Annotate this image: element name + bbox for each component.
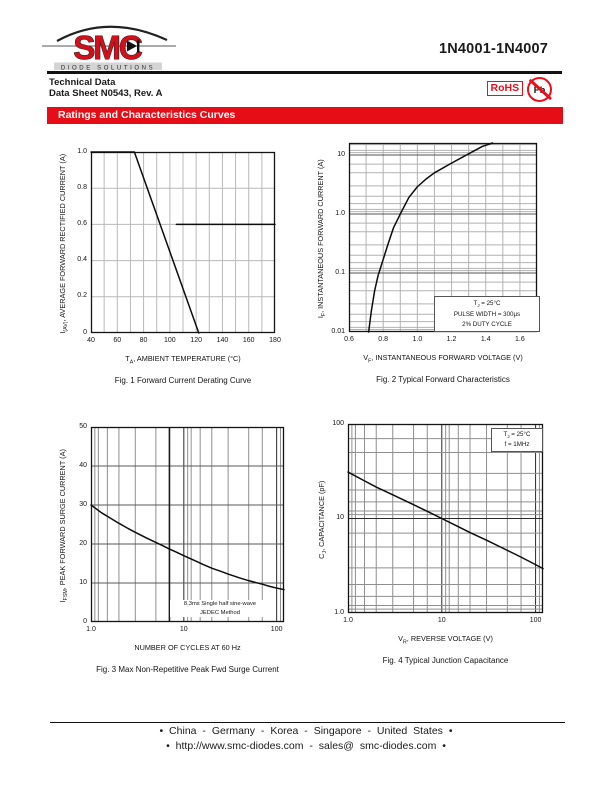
- x-tick-label: 60: [113, 337, 122, 344]
- x-axis-title: VF, INSTANTANEOUS FORWARD VOLTAGE (V): [363, 353, 523, 365]
- x-tick-label: 100: [270, 626, 283, 633]
- y-axis-title: CJ, CAPACITANCE (pF): [316, 480, 328, 559]
- typical-forward-characteristic: [367, 142, 494, 333]
- footer-rule: [50, 722, 565, 724]
- y-tick-label: 10: [337, 150, 345, 158]
- diode-symbol-icon: [127, 39, 140, 53]
- y-tick-label: 10: [336, 514, 344, 521]
- y-tick-label: 0.8: [77, 183, 87, 191]
- y-tick-label: 100: [332, 419, 344, 427]
- footer-contact: • http://www.smc-diodes.com - sales@ smc…: [166, 740, 446, 752]
- typical-junction-capacitance: [347, 471, 544, 570]
- doc-reference: Data Sheet N0543, Rev. A: [49, 88, 163, 99]
- x-tick-label: 0.8: [378, 336, 389, 343]
- x-axis-title: VR, REVERSE VOLTAGE (V): [398, 634, 493, 646]
- x-axis-title: TA, AMBIENT TEMPERATURE (°C): [125, 354, 241, 366]
- forward-current-derating-curve: [90, 151, 200, 334]
- x-tick-label: 80: [139, 337, 148, 344]
- x-tick-label: 10: [437, 617, 446, 624]
- x-tick-label: 160: [242, 337, 255, 344]
- x-tick-label: 40: [87, 337, 95, 344]
- y-tick-label: 0: [83, 617, 87, 625]
- fig3-plot-area: [90, 426, 285, 623]
- x-tick-label: 10: [179, 626, 188, 633]
- x-tick-label: 140: [216, 337, 229, 344]
- y-tick-label: 0: [83, 328, 87, 336]
- x-tick-label: 1.0: [412, 336, 423, 343]
- note-line: 2% DUTY CYCLE: [462, 320, 512, 328]
- note-line: TJ = 25°C: [473, 300, 501, 309]
- footer-locations: • China - Germany - Korea - Singapore - …: [159, 725, 453, 737]
- note-line: TJ = 25°C: [503, 431, 531, 440]
- rohs-badge: RoHS: [487, 81, 523, 96]
- y-tick-label: 10: [79, 578, 87, 586]
- figure-caption: Fig. 4 Typical Junction Capacitance: [382, 656, 509, 665]
- note-line: PULSE WIDTH = 300µs: [453, 311, 521, 319]
- x-tick-label: 100: [164, 337, 176, 344]
- y-tick-label: 30: [79, 500, 87, 508]
- fig3-jedec-method-note: 8.3ms Single half sine-wave JEDEC Method: [170, 600, 270, 618]
- plot-border: [90, 151, 276, 334]
- plot-border: [347, 423, 544, 614]
- note-line: JEDEC Method: [200, 609, 240, 616]
- y-tick-label: 1.0: [77, 147, 87, 155]
- figure-caption: Fig. 3 Max Non-Repetitive Peak Fwd Surge…: [96, 665, 279, 674]
- x-tick-label: 1.4: [480, 336, 491, 343]
- fig4-test-conditions-note: TJ = 25°C f = 1MHz: [491, 428, 543, 453]
- header-rule: [47, 71, 562, 74]
- figure-caption: Fig. 2 Typical Forward Characteristics: [376, 375, 510, 384]
- note-line: 8.3ms Single half sine-wave: [183, 601, 257, 607]
- y-tick-label: 1.0: [335, 209, 345, 217]
- logo-tagline-band: [54, 62, 162, 70]
- y-tick-label: 40: [79, 461, 87, 469]
- fig4-plot-area: [347, 423, 544, 614]
- y-tick-label: 0.2: [77, 292, 87, 300]
- y-tick-label: 0.4: [77, 256, 87, 264]
- y-tick-label: 0.1: [335, 268, 345, 276]
- y-tick-label: 0.01: [331, 327, 345, 335]
- pb-free-icon: Pb: [527, 77, 552, 102]
- peak-forward-surge-current: [90, 504, 285, 591]
- x-tick-label: 1.0: [343, 617, 353, 624]
- note-line: f = 1MHz: [504, 441, 530, 449]
- x-tick-label: 180: [269, 337, 281, 344]
- x-tick-label: 1.6: [515, 336, 525, 343]
- plot-border: [90, 426, 285, 623]
- doc-type: Technical Data: [49, 77, 116, 88]
- logo-tagline-text: DIODE SOLUTIONS: [61, 66, 155, 72]
- smc-logo: SMC DIODE SOLUTIONS: [42, 25, 176, 72]
- y-tick-label: 0.6: [77, 219, 87, 227]
- x-tick-label: 1.2: [446, 336, 457, 343]
- y-tick-label: 50: [79, 422, 87, 430]
- x-tick-label: 1.0: [86, 626, 96, 633]
- fig2-test-conditions-note: TJ = 25°C PULSE WIDTH = 300µs 2% DUTY CY…: [434, 296, 540, 333]
- y-tick-label: 20: [79, 539, 87, 547]
- x-tick-label: 0.6: [344, 336, 354, 343]
- figure-caption: Fig. 1 Forward Current Derating Curve: [114, 376, 252, 385]
- x-axis-title: NUMBER OF CYCLES AT 60 Hz: [134, 643, 241, 652]
- logo-arc: [56, 25, 168, 42]
- fig1-plot-area: [90, 151, 276, 334]
- x-tick-label: 100: [529, 617, 542, 624]
- x-tick-label: 120: [190, 337, 202, 344]
- part-number-title: 1N4001-1N4007: [438, 41, 548, 57]
- logo-brand-text: SMC: [73, 29, 142, 66]
- y-tick-label: 1.0: [334, 608, 344, 616]
- section-banner: Ratings and Characteristics Curves: [47, 107, 563, 124]
